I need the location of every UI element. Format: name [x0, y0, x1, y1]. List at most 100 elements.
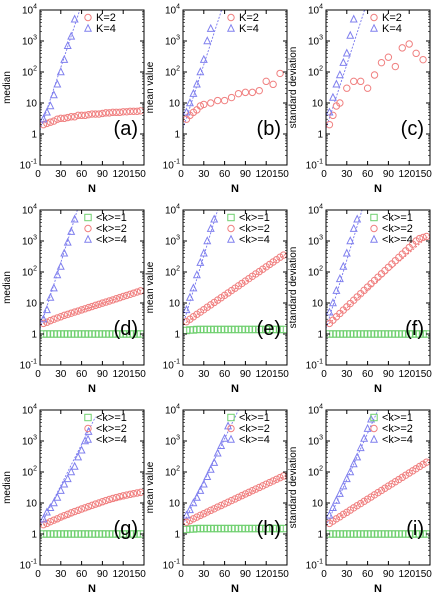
y-tick-label: 1 — [174, 330, 180, 341]
data-point — [185, 505, 194, 514]
legend-marker-k4 — [369, 434, 379, 443]
x-axis-label: N — [374, 183, 382, 195]
data-point — [56, 261, 65, 270]
data-point — [46, 101, 55, 110]
data-point — [49, 498, 58, 507]
data-point — [70, 507, 79, 516]
y-axis-label: median — [2, 271, 13, 304]
y-tick-label: 102 — [165, 466, 180, 479]
y-tick-label: 104 — [165, 204, 180, 217]
data-point — [56, 485, 65, 494]
legend-marker-k2 — [227, 424, 235, 433]
y-tick-label: 10-1 — [20, 159, 37, 172]
data-point — [207, 99, 215, 107]
y-tick-label: 102 — [165, 266, 180, 279]
data-point — [40, 514, 48, 523]
data-point — [356, 77, 365, 86]
data-point — [53, 79, 62, 88]
legend: <k>=1<k>=2<k>=4 — [226, 412, 270, 446]
legend-marker-k1 — [84, 213, 92, 222]
data-point — [60, 311, 68, 320]
data-point — [332, 79, 341, 88]
data-point — [40, 114, 48, 123]
legend-label-k4: <k>=4 — [96, 434, 127, 446]
data-point — [60, 54, 69, 63]
fit-line-k2 — [183, 252, 287, 326]
legend-marker-k1 — [370, 413, 378, 422]
legend-label-k2: <k>=2 — [239, 223, 270, 235]
data-point — [255, 483, 263, 492]
data-point — [42, 507, 51, 516]
data-point — [70, 461, 79, 470]
data-point — [189, 88, 198, 97]
data-point — [116, 293, 124, 302]
x-tick-label: 30 — [55, 569, 67, 580]
data-point — [60, 114, 68, 123]
y-tick-label: 104 — [308, 404, 323, 417]
y-tick-label: 10 — [26, 99, 38, 110]
x-tick-label: 30 — [198, 569, 210, 580]
legend-label-k4: <k>=4 — [382, 234, 413, 246]
legend: <k>=1<k>=2<k>=4 — [83, 412, 127, 446]
data-point — [346, 30, 355, 39]
data-point — [74, 111, 82, 120]
x-axis-label: N — [88, 183, 96, 195]
y-tick-label: 10 — [312, 299, 324, 310]
data-point — [105, 495, 114, 504]
x-tick-label: 120150 — [256, 569, 290, 580]
data-point — [349, 459, 358, 468]
data-point — [196, 485, 205, 494]
data-point — [419, 55, 427, 64]
legend-label-k4: <k>=4 — [96, 234, 127, 246]
y-tick-label: 103 — [22, 235, 37, 248]
data-point — [206, 464, 215, 473]
data-point — [53, 314, 62, 322]
y-tick-label: 104 — [165, 404, 180, 417]
legend-marker-k4 — [83, 434, 93, 443]
y-tick-label: 103 — [308, 235, 323, 248]
data-point — [199, 248, 208, 257]
data-point — [119, 492, 127, 500]
legend-label-k4: K=4 — [382, 23, 402, 35]
data-point — [328, 502, 337, 512]
x-tick-label: 0 — [35, 169, 41, 180]
x-tick-label: 0 — [35, 569, 41, 580]
data-point — [356, 443, 365, 452]
data-point — [220, 96, 229, 105]
data-point — [64, 310, 72, 319]
legend-label-k2: <k>=2 — [239, 423, 270, 435]
series-k4 — [40, 14, 79, 123]
data-point — [119, 292, 127, 301]
data-point — [238, 491, 246, 500]
x-tick-label: 30 — [55, 169, 67, 180]
y-tick-label: 1 — [31, 530, 37, 541]
x-tick-label: 60 — [362, 569, 374, 580]
y-axis-label: mean value — [145, 461, 156, 513]
data-point — [363, 84, 372, 92]
x-axis-label: N — [88, 383, 96, 395]
legend-label-k4: K=4 — [239, 23, 259, 35]
y-tick-label: 10 — [26, 299, 38, 310]
data-point — [350, 77, 358, 86]
data-point — [415, 234, 424, 243]
x-tick-label: 0 — [321, 369, 327, 380]
legend-marker-k2 — [84, 424, 92, 433]
legend-marker-k4 — [226, 234, 236, 243]
data-point — [81, 504, 89, 512]
y-tick-label: 1 — [174, 130, 180, 141]
fit-lines — [183, 410, 287, 525]
x-axis-label: N — [374, 583, 382, 595]
x-tick-label: 30 — [198, 369, 210, 380]
data-point — [203, 36, 212, 45]
legend-label-k1: <k>=1 — [239, 412, 270, 424]
data-point — [70, 214, 79, 223]
data-point — [129, 289, 138, 297]
x-tick-label: 0 — [178, 169, 184, 180]
data-point — [326, 307, 334, 316]
data-point — [339, 261, 348, 270]
y-tick-label: 10-1 — [306, 159, 323, 172]
y-tick-label: 10 — [26, 499, 38, 510]
x-tick-label: 120150 — [113, 569, 147, 580]
plot-frame — [39, 409, 145, 566]
